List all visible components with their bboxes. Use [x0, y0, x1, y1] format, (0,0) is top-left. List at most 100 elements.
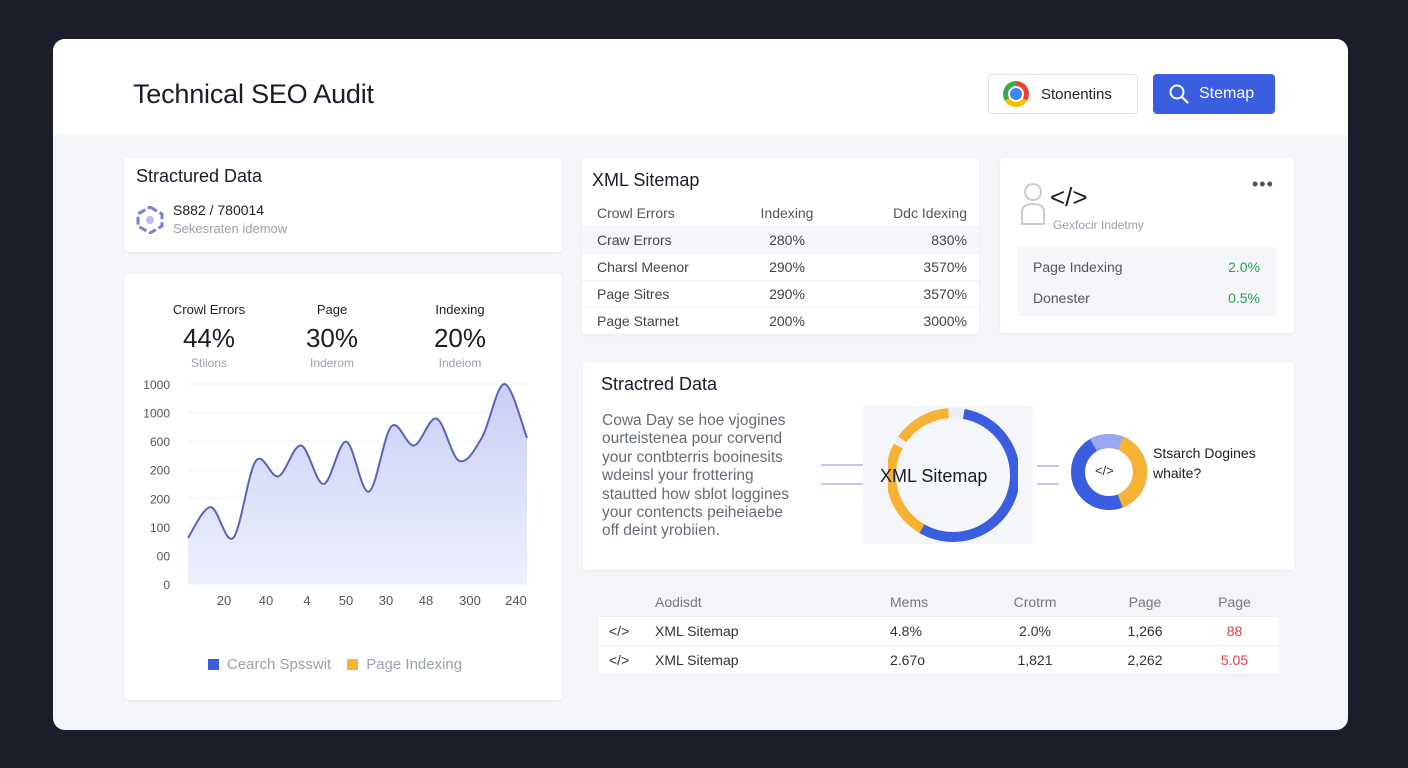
stat-label: Indexing [435, 302, 485, 317]
structured-value: S882 / 780014 [173, 202, 265, 218]
row-label: Page Starnet [597, 313, 679, 329]
stat-crawl-errors: Crowl Errors 44% Stiions [149, 302, 269, 370]
search-engine-label: Stsarch Doginеs whaite? [1153, 443, 1256, 483]
x-tick-label: 40 [259, 593, 273, 608]
row-value: 1,821 [1017, 652, 1053, 668]
user-icon [1021, 183, 1045, 225]
area-line [187, 382, 528, 540]
description-text: Cowa Day se hoe vjogines ourteisteneа po… [602, 412, 802, 541]
app-window: Technical SEO Audit Stonentins Stemap St… [53, 39, 1348, 730]
area-fill [188, 384, 527, 584]
legend-item: Cearch Spsswit [208, 656, 331, 673]
sitemap-table: Crowl Errors Indexing Ddc Idexing Craw E… [582, 200, 979, 335]
table-row[interactable]: Page Sitres 290% 3570% [582, 281, 979, 308]
description-line: off deint yrobiien. [602, 522, 720, 540]
sitemap-donut [888, 407, 1018, 542]
x-tick-label: 48 [419, 593, 433, 608]
y-tick-label: 1000 [143, 407, 170, 421]
table-row[interactable]: Craw Errors 280% 830% [582, 227, 979, 254]
chrome-icon [1003, 81, 1029, 107]
row-value: 2,262 [1127, 652, 1163, 668]
legend-label: Cearch Spsswit [227, 656, 332, 673]
stat-caption: Stiions [190, 356, 228, 370]
x-tick-label: 300 [459, 593, 481, 608]
xml-sitemap-card: XML Sitemap Crowl Errors Indexing Ddc Id… [582, 158, 979, 335]
table-header: Crowl Errors Indexing Ddc Idexing [582, 200, 979, 227]
indexing-summary: Page Indexing 2.0% Donester 0.5% [1017, 247, 1277, 316]
header-cell: Page [1128, 594, 1162, 610]
legend-label: Page Indexing [366, 656, 463, 673]
stat-label: Page [316, 302, 348, 317]
search-engine-donut [1071, 434, 1147, 511]
x-tick-label: 50 [339, 593, 353, 608]
row-label: Craw Errors [597, 232, 672, 248]
stat-caption: Indeiom [438, 356, 482, 370]
row-value: 830% [931, 232, 967, 248]
y-tick-label: 100 [150, 521, 170, 535]
row-value: 3570% [923, 259, 967, 275]
row-value: 5.05 [1220, 652, 1249, 668]
row-value: 200% [769, 313, 805, 329]
row-label: Page Sitres [597, 286, 670, 302]
card-title: Stractred Data [601, 374, 718, 394]
legend-swatch [347, 659, 359, 670]
structured-data-card: Stractured Data S882 / 780014 Sekesraten… [124, 158, 562, 252]
structured-data-panel: Stractred Data Cowa Day se hoe vjogines … [583, 362, 1294, 570]
flow-arrow [1037, 483, 1059, 485]
card-title: Stractured Data [136, 166, 263, 186]
row-value: 2.67o [890, 652, 926, 668]
stat-caption: Inderom [309, 356, 355, 370]
row-label: Charsl Meenor [597, 259, 689, 275]
table-row[interactable]: </> XML Sitemap 4.8% 2.0% 1,266 88 [599, 617, 1279, 646]
more-menu-icon[interactable]: ••• [1252, 174, 1274, 194]
row-name: XML Sitemap [655, 623, 739, 639]
y-tick-label: 200 [150, 492, 170, 506]
search-icon [1169, 84, 1189, 104]
legend-swatch [208, 659, 219, 670]
description-line: Cowa Day se hoe vjogines [602, 412, 786, 429]
y-tick-label: 1000 [143, 378, 170, 392]
code-icon: </> [1095, 463, 1114, 478]
header: Technical SEO Audit Stonentins Stemap [53, 39, 1348, 135]
x-tick-label: 30 [379, 593, 393, 608]
chrome-button[interactable]: Stonentins [988, 74, 1138, 114]
stat-page: Page 30% Inderom [272, 302, 392, 370]
row-value: 3000% [923, 313, 967, 329]
table-row[interactable]: Page Starnet 200% 3000% [582, 308, 979, 335]
legend-item: Page Indexing [347, 656, 462, 673]
search-engine-line: Stsarch Doginеs [1153, 445, 1256, 461]
summary-label: Page Indexing [1033, 259, 1123, 275]
audit-table: Aodisdt Mems Crotrm Page Page </> XML Si… [599, 588, 1279, 675]
structured-sub: Sekesraten idemow [173, 221, 288, 236]
x-tick-label: 240 [505, 593, 527, 608]
x-tick-label: 20 [217, 593, 231, 608]
header-cell: Aodisdt [655, 594, 702, 610]
code-caption: Gexfocir Indetmy [1053, 218, 1144, 232]
row-value: 1,266 [1127, 623, 1163, 639]
crawl-chart-card: Crowl Errors 44% Stiions Page 30% Indero… [124, 274, 562, 700]
y-tick-label: 600 [150, 435, 170, 449]
chart-legend: Cearch Spsswit Page Indexing [208, 656, 478, 673]
sitemap-search-button[interactable]: Stemap [1153, 74, 1275, 114]
page-title: Technical SEO Audit [133, 79, 374, 109]
y-tick-label: 200 [150, 464, 170, 478]
summary-label: Donester [1033, 290, 1090, 306]
y-tick-label: 00 [157, 549, 171, 563]
stat-value: 20% [433, 323, 487, 353]
code-indexing-card: </> Gexfocir Indetmy ••• Page Indexing 2… [1000, 158, 1294, 333]
table-row[interactable]: Charsl Meenor 290% 3570% [582, 254, 979, 281]
stat-label: Crowl Errors [172, 302, 246, 317]
summary-value: 0.5% [1228, 290, 1260, 306]
card-title: XML Sitemap [592, 170, 700, 190]
description-line: your contencts peiheiaebe [602, 504, 783, 522]
header-cell: Crowl Errors [597, 205, 675, 221]
stat-indexing: Indexing 20% Indeiom [400, 302, 520, 370]
row-value: 88 [1226, 623, 1243, 639]
table-row[interactable]: </> XML Sitemap 2.67o 1,821 2,262 5.05 [599, 646, 1279, 675]
x-tick-label: 4 [303, 593, 310, 608]
schema-icon [136, 206, 164, 234]
row-name: XML Sitemap [655, 652, 739, 668]
y-tick-label: 0 [163, 578, 170, 592]
code-icon: </> [609, 652, 630, 668]
